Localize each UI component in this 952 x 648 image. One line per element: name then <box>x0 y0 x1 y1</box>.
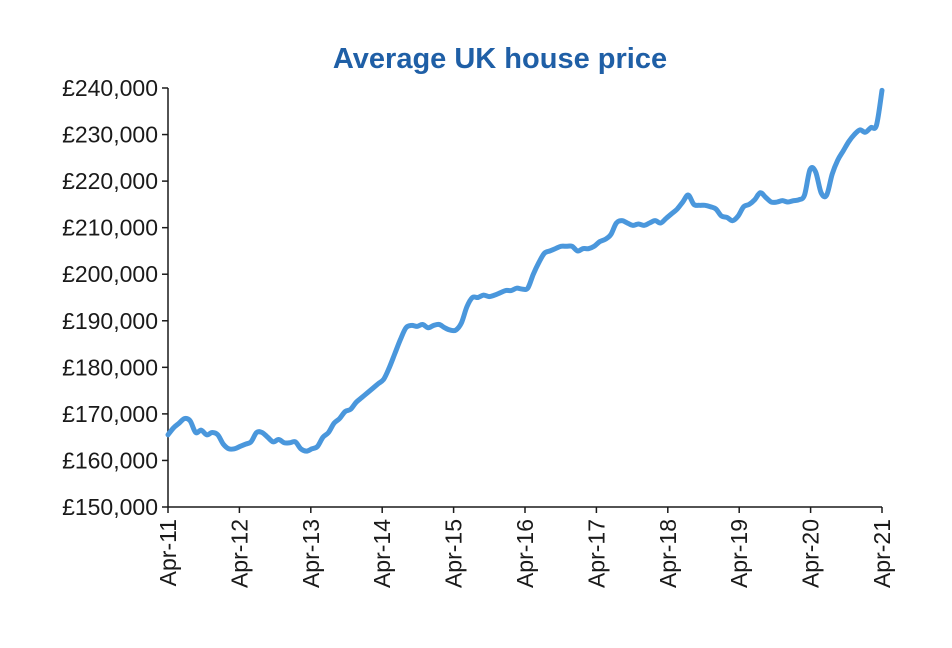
axes <box>167 88 882 508</box>
x-tick-label: Apr-21 <box>869 519 895 588</box>
y-tick-label: £190,000 <box>62 308 158 334</box>
series-line-house-price <box>165 87 885 454</box>
series-layer <box>165 87 885 454</box>
x-tick-label: Apr-13 <box>298 519 324 588</box>
x-tick-label: Apr-20 <box>798 519 824 588</box>
x-axis-ticks: Apr-11 Apr-12 Apr-13 Apr-14 Apr-15 Apr-16 Apr-… <box>155 507 895 588</box>
y-tick-label: £170,000 <box>62 401 158 427</box>
y-tick-label: £180,000 <box>62 354 158 380</box>
y-axis-ticks: £150,000 £160,000 £170,000 £180,000 £190,000… <box>62 75 168 520</box>
x-tick-label: Apr-12 <box>226 519 252 588</box>
x-tick-label: Apr-14 <box>369 519 395 588</box>
x-tick-label: Apr-11 <box>155 519 181 586</box>
y-tick-label: £160,000 <box>62 447 158 473</box>
x-tick-label: Apr-18 <box>655 519 681 588</box>
x-tick-label: Apr-19 <box>726 519 752 588</box>
y-tick-label: £230,000 <box>62 122 158 148</box>
y-tick-label: £220,000 <box>62 168 158 194</box>
y-tick-label: £200,000 <box>62 261 158 287</box>
x-tick-label: Apr-17 <box>583 519 609 588</box>
y-tick-label: £240,000 <box>62 75 158 101</box>
y-tick-label: £210,000 <box>62 215 158 241</box>
x-tick-label: Apr-16 <box>512 519 538 588</box>
x-tick-label: Apr-15 <box>441 519 467 588</box>
chart-title: Average UK house price <box>333 43 667 75</box>
y-tick-label: £150,000 <box>62 494 158 520</box>
